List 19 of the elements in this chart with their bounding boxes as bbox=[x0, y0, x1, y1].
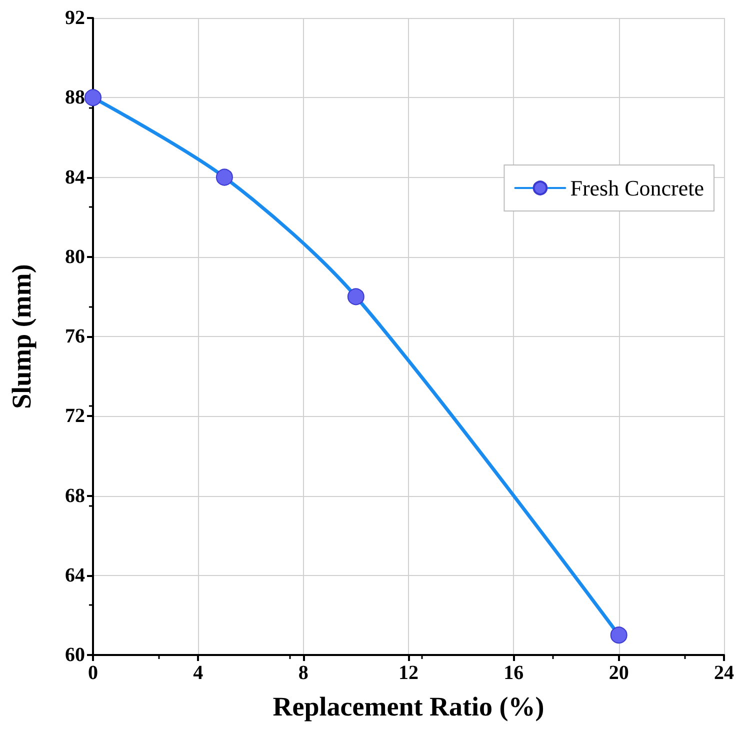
legend-label: Fresh Concrete bbox=[570, 176, 704, 200]
y-tick-label: 60 bbox=[65, 644, 85, 666]
y-tick-label: 88 bbox=[65, 86, 85, 109]
y-tick-label: 72 bbox=[65, 405, 85, 428]
y-tick-label: 76 bbox=[65, 326, 85, 348]
x-axis-title: Replacement Ratio (%) bbox=[272, 692, 544, 722]
y-tick-label: 80 bbox=[65, 246, 85, 268]
y-tick-label: 64 bbox=[65, 564, 85, 586]
x-tick-label: 24 bbox=[714, 662, 734, 684]
y-tick-label: 84 bbox=[65, 166, 85, 188]
x-tick-label: 0 bbox=[88, 662, 98, 684]
y-axis-title: Slump (mm) bbox=[6, 264, 36, 409]
x-tick-label: 16 bbox=[504, 662, 524, 684]
y-tick-label: 92 bbox=[65, 7, 85, 29]
x-tick-label: 12 bbox=[398, 662, 418, 684]
x-tick-label: 4 bbox=[193, 662, 204, 684]
x-tick-label: 20 bbox=[608, 662, 629, 684]
x-tick-label: 8 bbox=[298, 662, 308, 684]
y-tick-label: 68 bbox=[65, 484, 85, 507]
